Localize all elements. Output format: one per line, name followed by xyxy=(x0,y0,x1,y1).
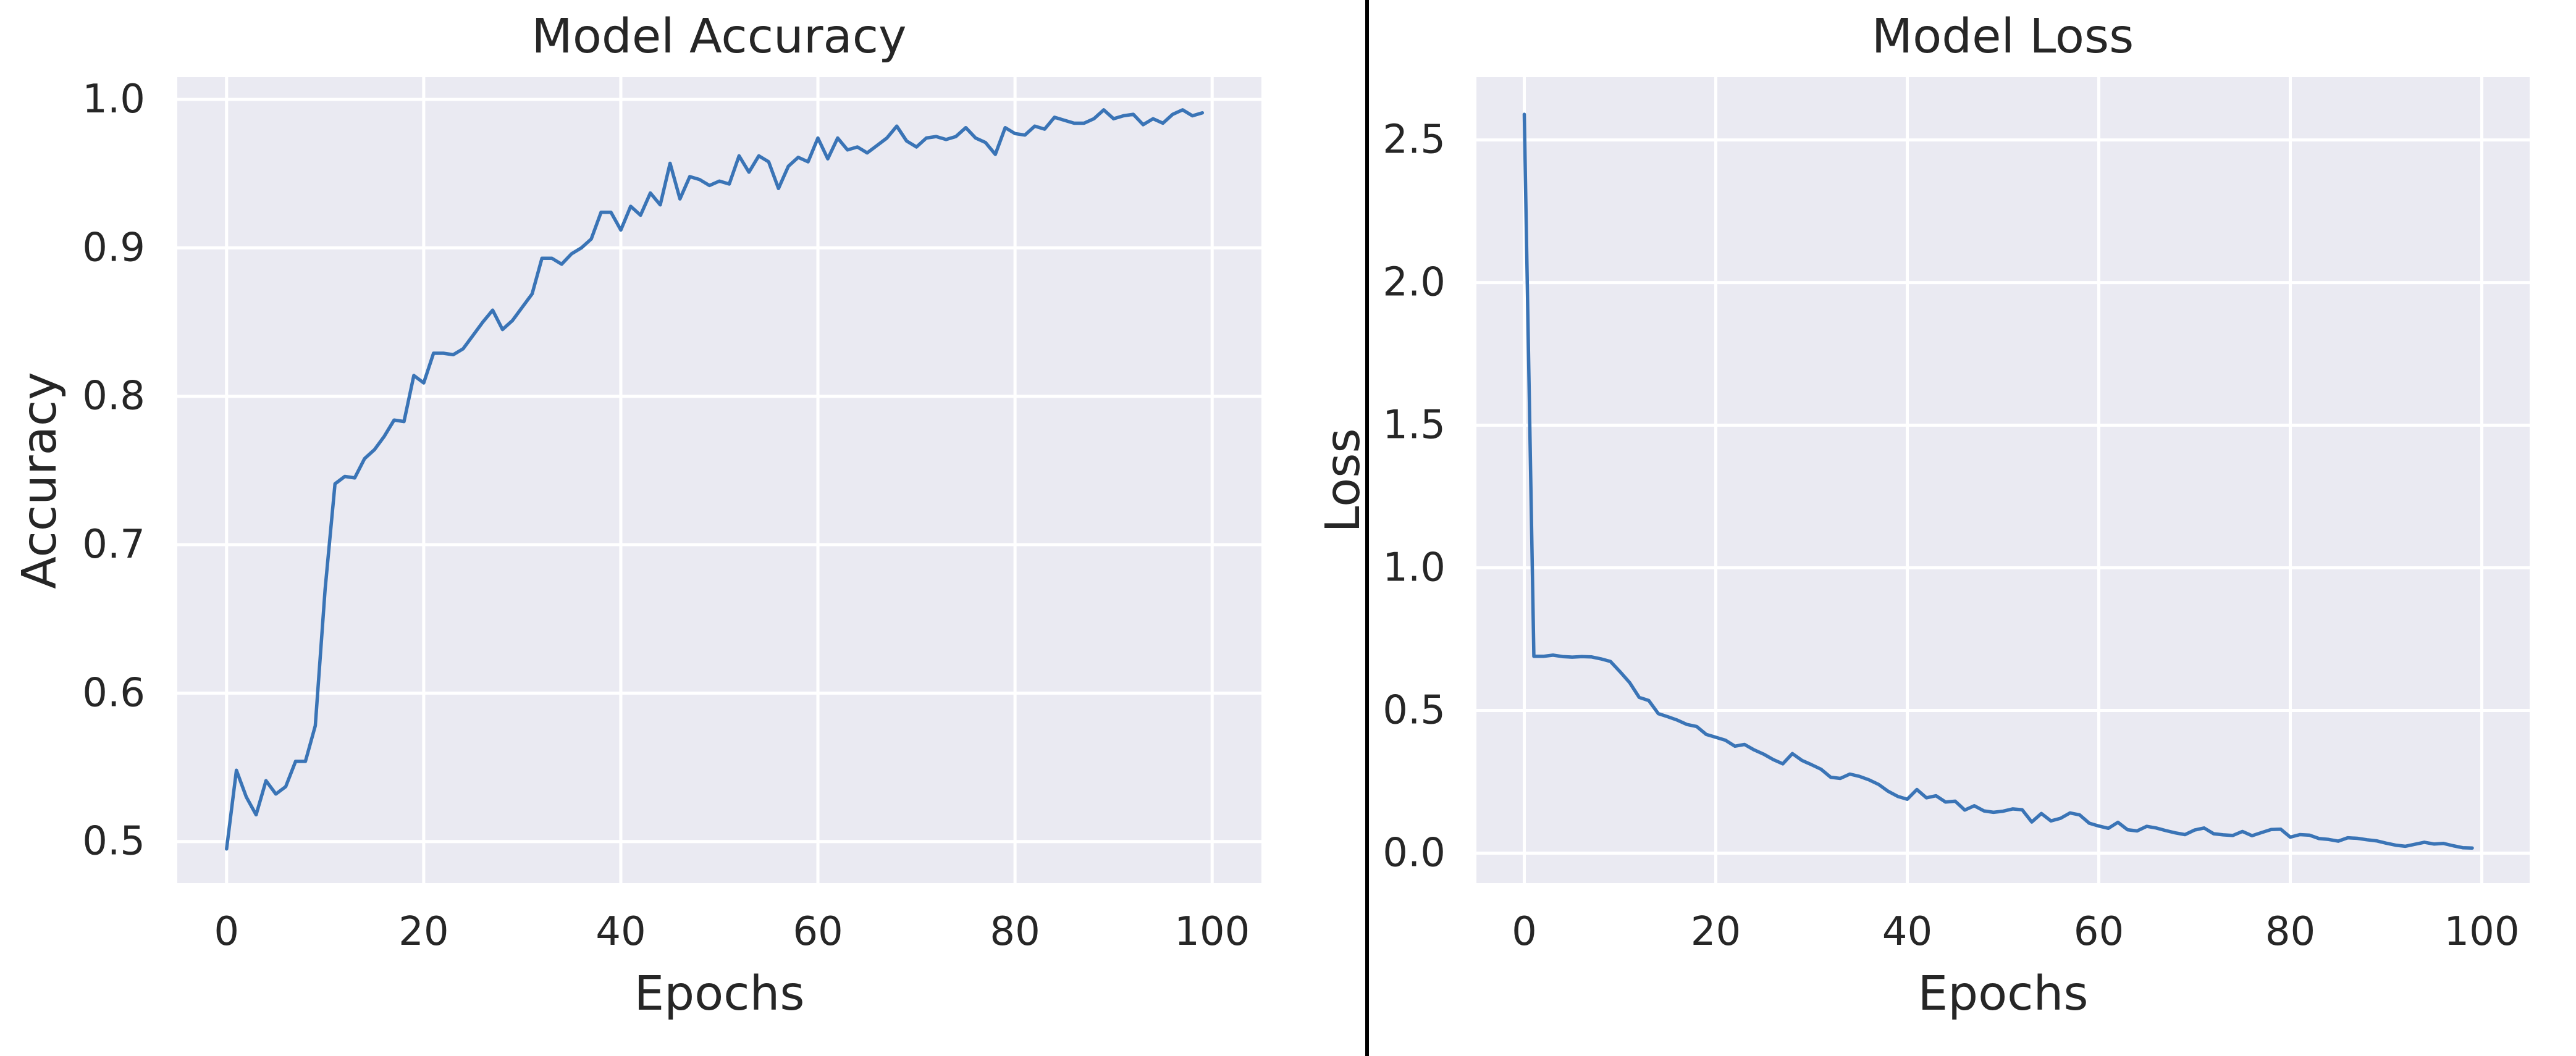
loss-y-tick-label: 1.0 xyxy=(1383,545,1446,591)
loss-y-axis-label: Loss xyxy=(1316,429,1371,533)
accuracy-y-tick-label: 0.8 xyxy=(82,374,145,419)
loss-y-tick-label: 2.5 xyxy=(1383,117,1446,163)
loss-series-line xyxy=(1522,112,2474,850)
loss-x-axis-label: Epochs xyxy=(1918,966,2089,1021)
accuracy-x-tick-label: 20 xyxy=(398,909,448,955)
accuracy-x-tick-label: 100 xyxy=(1174,909,1250,955)
accuracy-x-tick-label: 0 xyxy=(214,909,239,955)
loss-chart: 0 20 40 60 80 100 0.0 0.5 1.0 1.5 2.0 2.5 Model Loss… xyxy=(1316,9,2530,1021)
loss-x-tick-label: 20 xyxy=(1691,909,1741,955)
accuracy-x-tick-label: 80 xyxy=(990,909,1040,955)
accuracy-y-axis-label: Accuracy xyxy=(12,372,67,589)
accuracy-y-tick-label: 0.7 xyxy=(82,522,145,568)
loss-y-tick-label: 2.0 xyxy=(1383,260,1446,306)
accuracy-chart: 0 20 40 60 80 100 0.5 0.6 0.7 0.8 0.9 1.0 Model Accu… xyxy=(12,9,1261,1021)
loss-plot-area xyxy=(1476,77,2530,883)
loss-x-tick-label: 80 xyxy=(2265,909,2315,955)
accuracy-y-tick-label: 0.5 xyxy=(82,819,145,865)
accuracy-chart-title: Model Accuracy xyxy=(531,9,906,64)
loss-y-tick-label: 0.5 xyxy=(1383,688,1446,734)
loss-y-tick-label: 0.0 xyxy=(1383,830,1446,876)
accuracy-plot-area xyxy=(177,77,1261,883)
loss-x-tick-label: 40 xyxy=(1882,909,1932,955)
accuracy-x-tick-label: 40 xyxy=(596,909,646,955)
accuracy-x-tick-label: 60 xyxy=(793,909,843,955)
loss-y-tick-label: 1.5 xyxy=(1383,403,1446,448)
loss-chart-title: Model Loss xyxy=(1872,9,2134,64)
accuracy-y-tick-label: 1.0 xyxy=(82,77,145,122)
accuracy-series-line xyxy=(225,108,1205,851)
accuracy-y-tick-label: 0.6 xyxy=(82,670,145,716)
loss-x-tick-label: 100 xyxy=(2444,909,2519,955)
accuracy-x-axis-label: Epochs xyxy=(634,966,805,1021)
accuracy-y-tick-label: 0.9 xyxy=(82,225,145,270)
loss-x-tick-label: 0 xyxy=(1512,909,1537,955)
loss-x-tick-label: 60 xyxy=(2074,909,2124,955)
